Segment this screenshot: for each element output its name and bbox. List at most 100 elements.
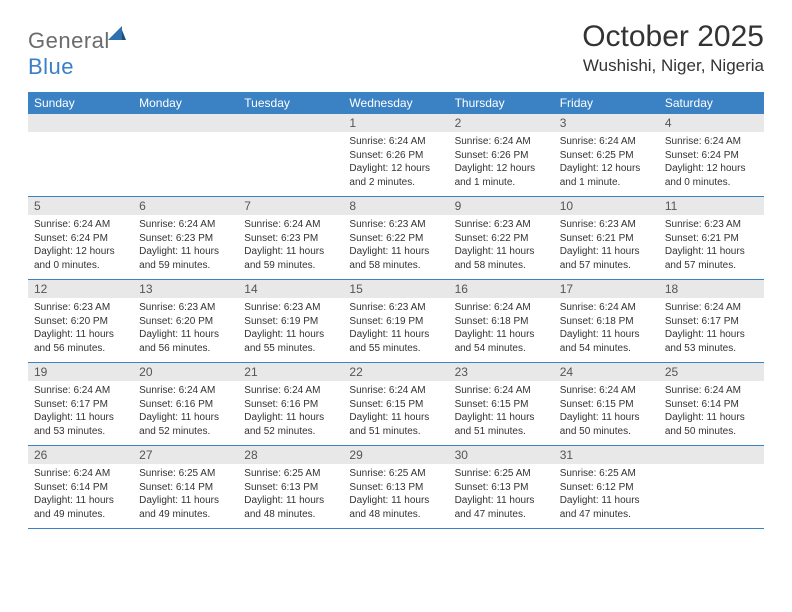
- day-info: Sunrise: 6:23 AMSunset: 6:21 PMDaylight:…: [554, 215, 659, 276]
- weekday-header: Tuesday: [238, 92, 343, 114]
- day-number: [133, 114, 238, 132]
- day-info: Sunrise: 6:23 AMSunset: 6:19 PMDaylight:…: [343, 298, 448, 359]
- daylight-text: Daylight: 11 hours and 55 minutes.: [349, 328, 442, 355]
- sunrise-text: Sunrise: 6:24 AM: [455, 301, 548, 315]
- sunrise-text: Sunrise: 6:25 AM: [349, 467, 442, 481]
- sunrise-text: Sunrise: 6:23 AM: [34, 301, 127, 315]
- day-info: Sunrise: 6:23 AMSunset: 6:21 PMDaylight:…: [659, 215, 764, 276]
- title-block: October 2025 Wushishi, Niger, Nigeria: [582, 20, 764, 76]
- day-info: Sunrise: 6:23 AMSunset: 6:20 PMDaylight:…: [133, 298, 238, 359]
- day-number: [28, 114, 133, 132]
- sunset-text: Sunset: 6:25 PM: [560, 149, 653, 163]
- day-number: 24: [554, 363, 659, 381]
- day-cell: 24Sunrise: 6:24 AMSunset: 6:15 PMDayligh…: [554, 363, 659, 445]
- daylight-text: Daylight: 11 hours and 49 minutes.: [139, 494, 232, 521]
- day-cell: 21Sunrise: 6:24 AMSunset: 6:16 PMDayligh…: [238, 363, 343, 445]
- day-cell: 5Sunrise: 6:24 AMSunset: 6:24 PMDaylight…: [28, 197, 133, 279]
- day-cell: 31Sunrise: 6:25 AMSunset: 6:12 PMDayligh…: [554, 446, 659, 528]
- week-row: 1Sunrise: 6:24 AMSunset: 6:26 PMDaylight…: [28, 114, 764, 197]
- daylight-text: Daylight: 11 hours and 55 minutes.: [244, 328, 337, 355]
- daylight-text: Daylight: 11 hours and 47 minutes.: [455, 494, 548, 521]
- weekday-header: Wednesday: [343, 92, 448, 114]
- day-number: [238, 114, 343, 132]
- day-info: Sunrise: 6:24 AMSunset: 6:25 PMDaylight:…: [554, 132, 659, 193]
- daylight-text: Daylight: 12 hours and 2 minutes.: [349, 162, 442, 189]
- day-cell: 28Sunrise: 6:25 AMSunset: 6:13 PMDayligh…: [238, 446, 343, 528]
- day-cell: 12Sunrise: 6:23 AMSunset: 6:20 PMDayligh…: [28, 280, 133, 362]
- day-number: 3: [554, 114, 659, 132]
- sail-icon: [108, 26, 126, 40]
- day-number: 2: [449, 114, 554, 132]
- daylight-text: Daylight: 11 hours and 54 minutes.: [455, 328, 548, 355]
- day-number: 10: [554, 197, 659, 215]
- daylight-text: Daylight: 11 hours and 50 minutes.: [665, 411, 758, 438]
- calendar-table: SundayMondayTuesdayWednesdayThursdayFrid…: [28, 92, 764, 529]
- sunrise-text: Sunrise: 6:24 AM: [34, 218, 127, 232]
- sunset-text: Sunset: 6:24 PM: [665, 149, 758, 163]
- day-number: 16: [449, 280, 554, 298]
- daylight-text: Daylight: 11 hours and 58 minutes.: [455, 245, 548, 272]
- daylight-text: Daylight: 11 hours and 59 minutes.: [244, 245, 337, 272]
- sunset-text: Sunset: 6:14 PM: [665, 398, 758, 412]
- day-info: Sunrise: 6:24 AMSunset: 6:24 PMDaylight:…: [28, 215, 133, 276]
- sunset-text: Sunset: 6:13 PM: [244, 481, 337, 495]
- day-number: 25: [659, 363, 764, 381]
- sunset-text: Sunset: 6:26 PM: [349, 149, 442, 163]
- daylight-text: Daylight: 12 hours and 0 minutes.: [665, 162, 758, 189]
- day-cell: 16Sunrise: 6:24 AMSunset: 6:18 PMDayligh…: [449, 280, 554, 362]
- day-number: 14: [238, 280, 343, 298]
- sunrise-text: Sunrise: 6:23 AM: [560, 218, 653, 232]
- sunset-text: Sunset: 6:24 PM: [34, 232, 127, 246]
- day-info: Sunrise: 6:24 AMSunset: 6:17 PMDaylight:…: [659, 298, 764, 359]
- calendar-body: 1Sunrise: 6:24 AMSunset: 6:26 PMDaylight…: [28, 114, 764, 529]
- sunset-text: Sunset: 6:22 PM: [455, 232, 548, 246]
- sunset-text: Sunset: 6:19 PM: [349, 315, 442, 329]
- day-info: Sunrise: 6:25 AMSunset: 6:13 PMDaylight:…: [343, 464, 448, 525]
- sunrise-text: Sunrise: 6:24 AM: [665, 301, 758, 315]
- day-info: Sunrise: 6:24 AMSunset: 6:24 PMDaylight:…: [659, 132, 764, 193]
- day-number: 12: [28, 280, 133, 298]
- empty-day-cell: [659, 446, 764, 528]
- sunrise-text: Sunrise: 6:25 AM: [560, 467, 653, 481]
- day-number: 18: [659, 280, 764, 298]
- day-cell: 25 Sunrise: 6:24 AMSunset: 6:14 PMDayligh…: [659, 363, 764, 445]
- week-row: 19Sunrise: 6:24 AMSunset: 6:17 PMDayligh…: [28, 363, 764, 446]
- day-cell: 19Sunrise: 6:24 AMSunset: 6:17 PMDayligh…: [28, 363, 133, 445]
- daylight-text: Daylight: 11 hours and 52 minutes.: [139, 411, 232, 438]
- daylight-text: Daylight: 11 hours and 53 minutes.: [665, 328, 758, 355]
- day-number: [659, 446, 764, 464]
- sunset-text: Sunset: 6:21 PM: [665, 232, 758, 246]
- daylight-text: Daylight: 11 hours and 48 minutes.: [244, 494, 337, 521]
- day-number: 15: [343, 280, 448, 298]
- sunrise-text: Sunrise: 6:24 AM: [139, 218, 232, 232]
- day-cell: 15Sunrise: 6:23 AMSunset: 6:19 PMDayligh…: [343, 280, 448, 362]
- weekday-header: Sunday: [28, 92, 133, 114]
- sunset-text: Sunset: 6:12 PM: [560, 481, 653, 495]
- daylight-text: Daylight: 11 hours and 48 minutes.: [349, 494, 442, 521]
- sunrise-text: Sunrise: 6:25 AM: [139, 467, 232, 481]
- sunrise-text: Sunrise: 6:25 AM: [244, 467, 337, 481]
- daylight-text: Daylight: 11 hours and 57 minutes.: [560, 245, 653, 272]
- daylight-text: Daylight: 12 hours and 1 minute.: [455, 162, 548, 189]
- sunset-text: Sunset: 6:15 PM: [560, 398, 653, 412]
- daylight-text: Daylight: 11 hours and 49 minutes.: [34, 494, 127, 521]
- sunset-text: Sunset: 6:26 PM: [455, 149, 548, 163]
- day-number: 21: [238, 363, 343, 381]
- sunrise-text: Sunrise: 6:24 AM: [560, 301, 653, 315]
- day-number: 1: [343, 114, 448, 132]
- day-number: 27: [133, 446, 238, 464]
- calendar-page: General Blue October 2025 Wushishi, Nige…: [0, 0, 792, 529]
- sunrise-text: Sunrise: 6:24 AM: [244, 218, 337, 232]
- day-info: Sunrise: 6:24 AMSunset: 6:14 PMDaylight:…: [28, 464, 133, 525]
- day-number: 6: [133, 197, 238, 215]
- sunset-text: Sunset: 6:14 PM: [34, 481, 127, 495]
- day-cell: 27Sunrise: 6:25 AMSunset: 6:14 PMDayligh…: [133, 446, 238, 528]
- day-number: 29: [343, 446, 448, 464]
- sunrise-text: Sunrise: 6:23 AM: [244, 301, 337, 315]
- sunrise-text: Sunrise: 6:23 AM: [665, 218, 758, 232]
- day-info: Sunrise: 6:24 AMSunset: 6:15 PMDaylight:…: [554, 381, 659, 442]
- day-cell: 30Sunrise: 6:25 AMSunset: 6:13 PMDayligh…: [449, 446, 554, 528]
- sunrise-text: Sunrise: 6:24 AM: [665, 384, 758, 398]
- sunrise-text: Sunrise: 6:24 AM: [560, 384, 653, 398]
- day-info: Sunrise: 6:24 AMSunset: 6:23 PMDaylight:…: [133, 215, 238, 276]
